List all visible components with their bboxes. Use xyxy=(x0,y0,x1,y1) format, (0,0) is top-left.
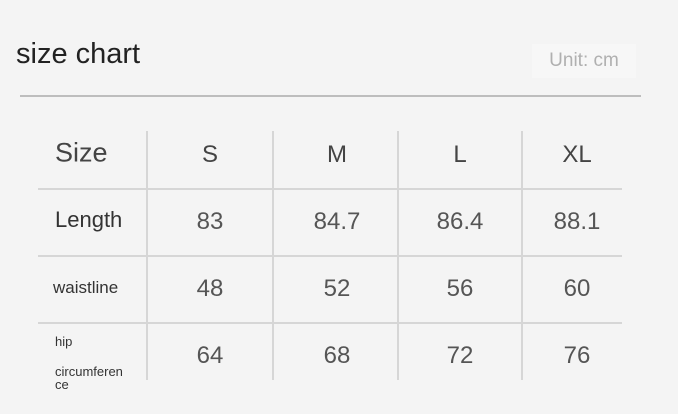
cell-value: 88.1 xyxy=(553,208,601,235)
cell-value: 64 xyxy=(196,342,224,369)
cell-value: 68 xyxy=(323,342,351,369)
page-title: size chart xyxy=(16,38,141,70)
cell-value: 56 xyxy=(446,275,474,302)
row-label-waistline: waistline xyxy=(53,278,119,297)
row-label-hip-line3: ce xyxy=(55,377,69,392)
row-divider xyxy=(38,322,622,324)
cell-value: 60 xyxy=(563,275,591,302)
cell-value: 83 xyxy=(196,208,224,235)
size-header-s: S xyxy=(201,141,218,168)
cell-value: 84.7 xyxy=(313,208,361,235)
cell-value: 72 xyxy=(446,342,474,369)
header-size-label: Size xyxy=(55,137,108,168)
row-divider xyxy=(38,255,622,257)
row-label-hip: hip xyxy=(55,334,73,349)
size-header-m: M xyxy=(327,141,347,168)
row-label-length: Length xyxy=(55,207,123,232)
cell-value: 48 xyxy=(196,275,224,302)
divider xyxy=(20,95,641,97)
cell-value: 86.4 xyxy=(436,208,484,235)
row-divider xyxy=(38,188,622,190)
cell-value: 76 xyxy=(563,342,591,369)
unit-label: Unit: cm xyxy=(532,44,636,78)
size-header-xl: XL xyxy=(562,141,592,168)
cell-value: 52 xyxy=(323,275,351,302)
row-label-hip-line2: circumferen xyxy=(55,364,123,379)
size-header-l: L xyxy=(453,141,467,168)
